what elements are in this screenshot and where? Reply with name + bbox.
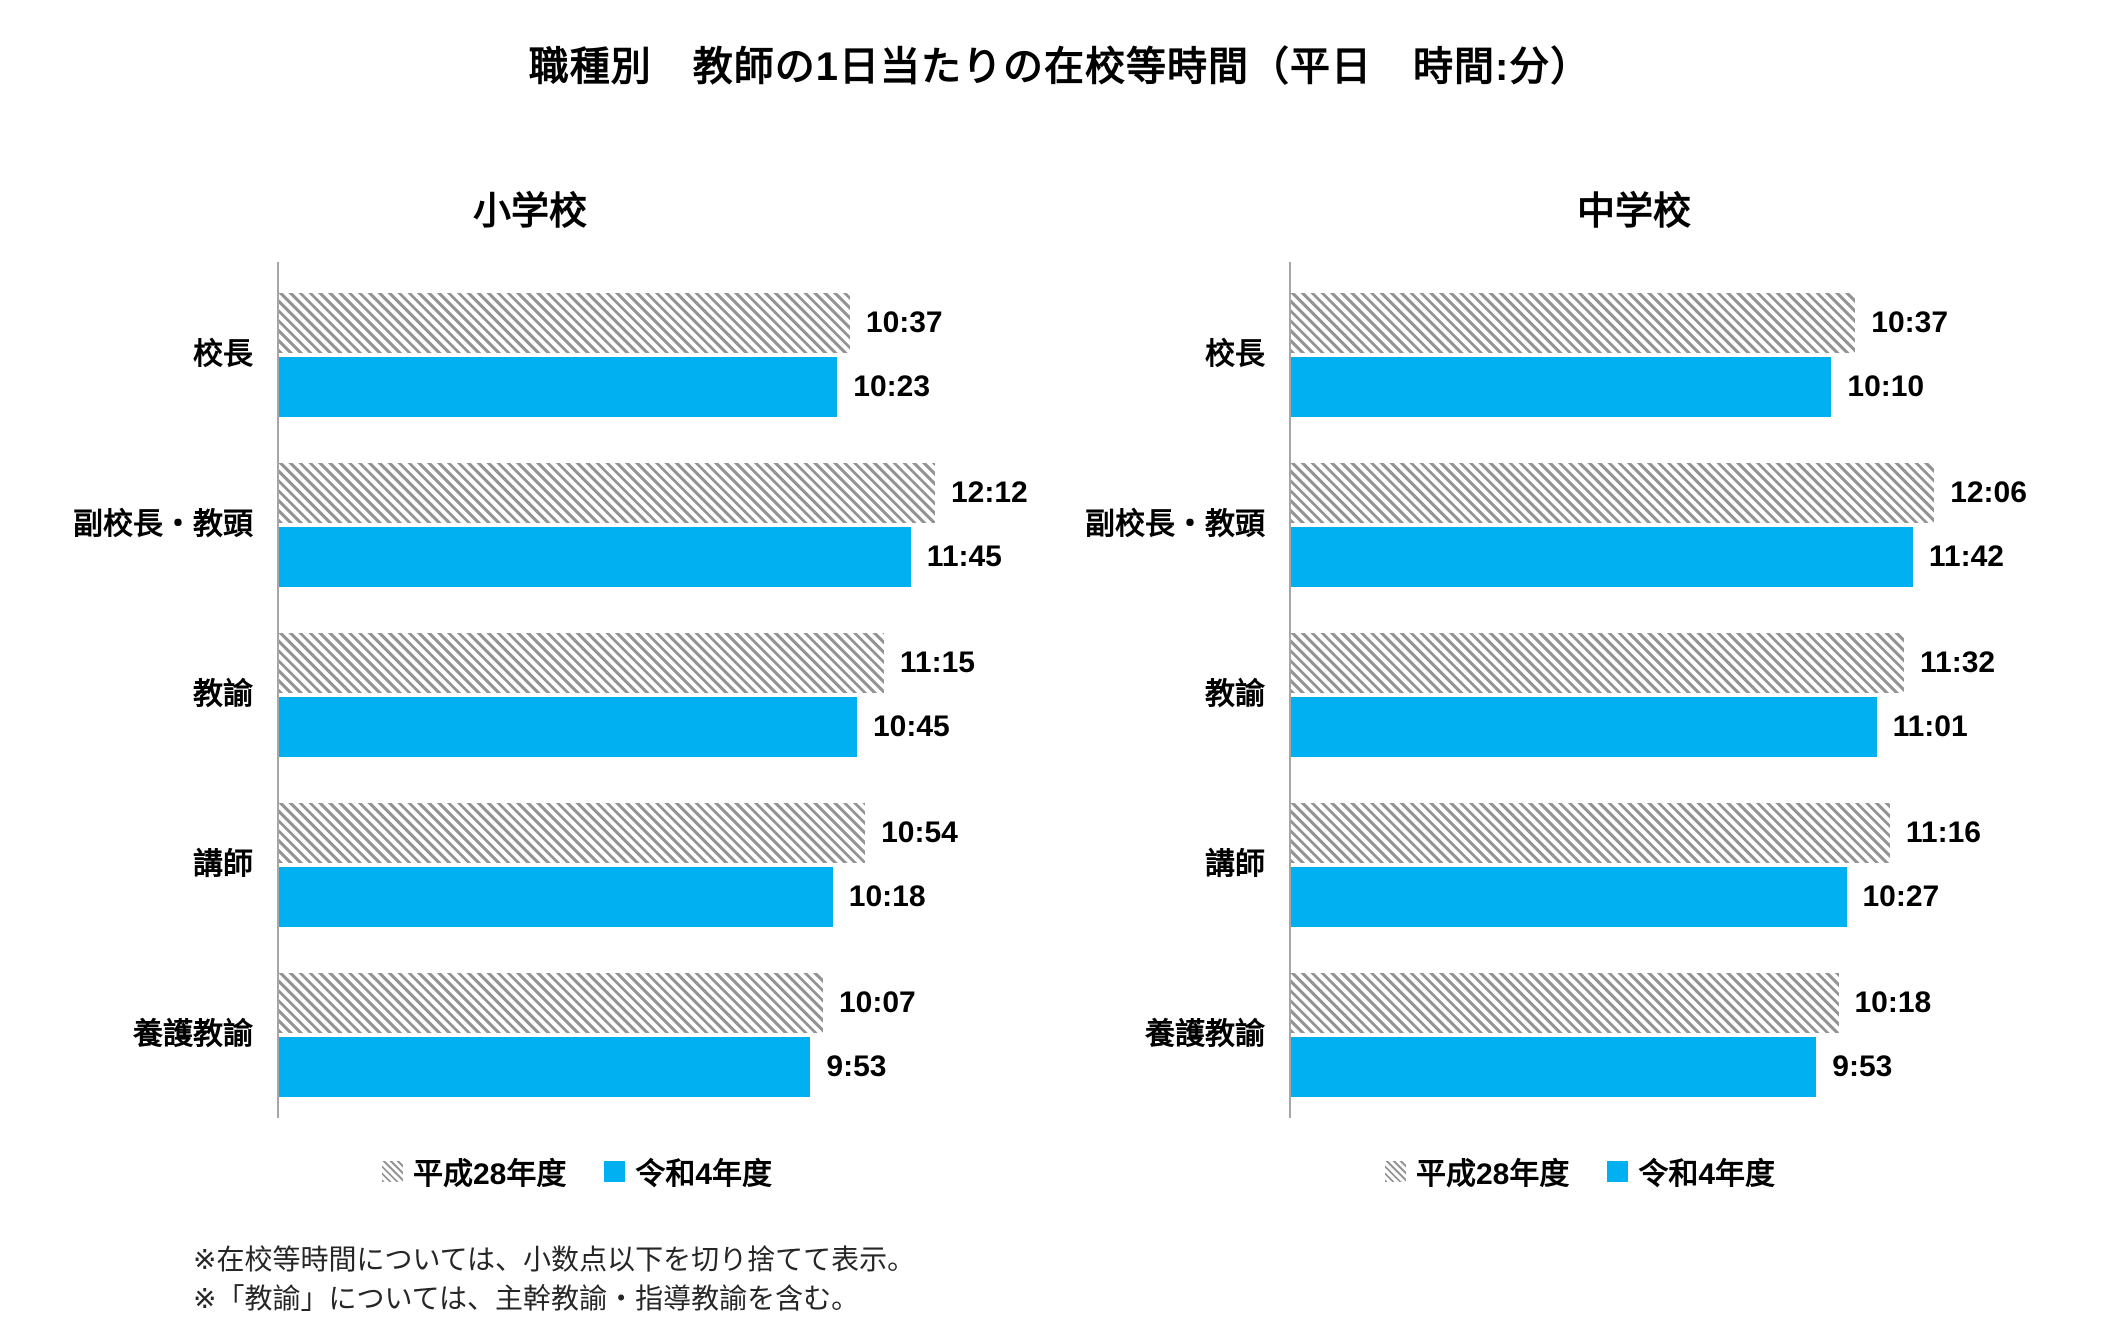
value-label-reiwa4-lecturer: 10:27 — [1862, 880, 1940, 913]
legend-label-reiwa4: 令和4年度 — [635, 1158, 773, 1191]
category-label-teacher: 教諭 — [193, 678, 253, 711]
footnotes: ※在校等時間については、小数点以下を切り捨てて表示。 ※「教諭」については、主幹… — [193, 1240, 915, 1318]
legend-junior-high: 平成28年度 令和4年度 — [1200, 1148, 1960, 1194]
value-label-heisei28-principal: 10:37 — [865, 306, 943, 339]
legend-label-heisei28: 平成28年度 — [1415, 1158, 1570, 1191]
bar-heisei28-principal — [1291, 293, 1856, 353]
bar-reiwa4-nursing-teacher — [1291, 1037, 1817, 1097]
value-label-heisei28-vice-principal: 12:12 — [951, 476, 1028, 509]
legend-elementary: 平成28年度 令和4年度 — [197, 1148, 957, 1194]
category-label-vice-principal: 副校長・教頭 — [1085, 508, 1265, 541]
bar-reiwa4-lecturer — [279, 867, 833, 927]
value-label-reiwa4-principal: 10:23 — [853, 370, 931, 403]
bar-reiwa4-teacher — [279, 697, 857, 757]
footnote-line-1: ※在校等時間については、小数点以下を切り捨てて表示。 — [193, 1244, 916, 1275]
category-label-vice-principal: 副校長・教頭 — [73, 508, 253, 541]
value-label-heisei28-teacher: 11:32 — [1920, 646, 1996, 679]
bar-heisei28-nursing-teacher — [1291, 973, 1839, 1033]
value-label-reiwa4-teacher: 11:01 — [1892, 710, 1968, 743]
category-label-nursing-teacher: 養護教諭 — [133, 1018, 253, 1051]
value-label-reiwa4-vice-principal: 11:45 — [926, 540, 1002, 573]
blue-swatch — [1607, 1160, 1629, 1182]
legend-item-heisei28: 平成28年度 — [381, 1149, 567, 1193]
value-label-reiwa4-lecturer: 10:18 — [848, 880, 926, 913]
legend-item-heisei28: 平成28年度 — [1384, 1149, 1570, 1193]
value-label-heisei28-teacher: 11:15 — [899, 646, 975, 679]
bar-reiwa4-nursing-teacher — [279, 1037, 811, 1097]
bar-heisei28-vice-principal — [279, 463, 935, 523]
value-label-reiwa4-principal: 10:10 — [1847, 370, 1925, 403]
category-label-principal: 校長 — [1205, 338, 1265, 371]
bar-reiwa4-teacher — [1291, 697, 1877, 757]
bar-reiwa4-lecturer — [1291, 867, 1847, 927]
bar-heisei28-teacher — [1291, 633, 1904, 693]
category-label-principal: 校長 — [193, 338, 253, 371]
bar-reiwa4-principal — [279, 357, 838, 417]
value-label-heisei28-principal: 10:37 — [1871, 306, 1949, 339]
plot-junior-high: 校長 10:37 10:10 副校長・教頭 12:06 11:42 教諭 11:32 11:01… — [1085, 262, 2027, 1118]
legend-label-heisei28: 平成28年度 — [412, 1158, 567, 1191]
value-label-reiwa4-nursing-teacher: 9:53 — [826, 1050, 887, 1083]
bar-reiwa4-vice-principal — [1291, 527, 1913, 587]
hatch-pattern-swatch — [1384, 1160, 1406, 1182]
bar-heisei28-principal — [279, 293, 850, 353]
legend-label-reiwa4: 令和4年度 — [1638, 1158, 1776, 1191]
blue-swatch — [604, 1160, 626, 1182]
legend-item-reiwa4: 令和4年度 — [604, 1149, 772, 1193]
value-label-heisei28-nursing-teacher: 10:18 — [1854, 986, 1932, 1019]
bar-heisei28-teacher — [279, 633, 884, 693]
category-label-lecturer: 講師 — [1205, 848, 1265, 881]
value-label-heisei28-nursing-teacher: 10:07 — [839, 986, 916, 1019]
value-label-heisei28-lecturer: 10:54 — [881, 816, 958, 849]
plot-elementary: 校長 10:37 10:23 副校長・教頭 12:12 11:45 教諭 11:15 10:45… — [73, 262, 1028, 1118]
hatch-pattern-swatch — [381, 1160, 403, 1182]
bar-heisei28-vice-principal — [1291, 463, 1935, 523]
bar-heisei28-lecturer — [1291, 803, 1890, 863]
value-label-heisei28-lecturer: 11:16 — [1905, 816, 1981, 849]
value-label-reiwa4-vice-principal: 11:42 — [1928, 540, 2004, 573]
bar-heisei28-nursing-teacher — [279, 973, 823, 1033]
figure-title: 職種別 教師の1日当たりの在校等時間（平日 時間:分） — [528, 45, 1592, 89]
bar-reiwa4-vice-principal — [279, 527, 911, 587]
bar-heisei28-lecturer — [279, 803, 866, 863]
value-label-reiwa4-nursing-teacher: 9:53 — [1832, 1050, 1893, 1083]
category-label-nursing-teacher: 養護教諭 — [1145, 1018, 1265, 1051]
footnote-line-2: ※「教諭」については、主幹教諭・指導教諭を含む。 — [193, 1283, 860, 1314]
bar-reiwa4-principal — [1291, 357, 1832, 417]
category-label-teacher: 教諭 — [1205, 678, 1265, 711]
value-label-heisei28-vice-principal: 12:06 — [1950, 476, 2027, 509]
chart-title-junior-high: 中学校 — [1576, 191, 1691, 233]
legend-item-reiwa4: 令和4年度 — [1607, 1149, 1775, 1193]
chart-title-elementary: 小学校 — [472, 191, 587, 233]
value-label-reiwa4-teacher: 10:45 — [873, 710, 950, 743]
category-label-lecturer: 講師 — [193, 848, 253, 881]
